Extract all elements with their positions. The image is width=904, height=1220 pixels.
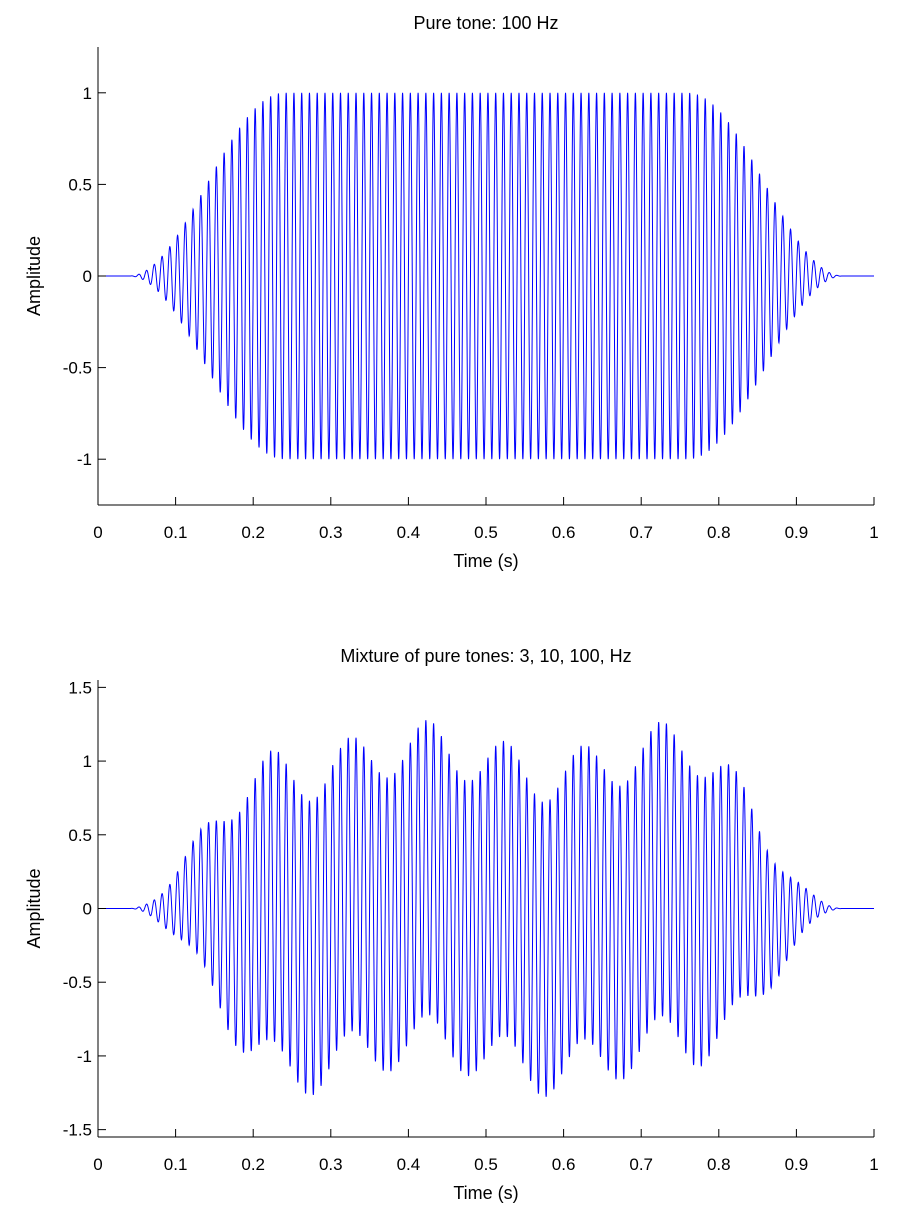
x-tick-label-1-7: 0.7 bbox=[629, 523, 653, 542]
y-axis-label-2: Amplitude bbox=[24, 868, 44, 948]
x-tick-label-2-1: 0.1 bbox=[164, 1155, 188, 1174]
x-tick-label-1-1: 0.1 bbox=[164, 523, 188, 542]
x-tick-label-1-2: 0.2 bbox=[241, 523, 265, 542]
x-tick-label-2-8: 0.8 bbox=[707, 1155, 731, 1174]
x-tick-label-1-3: 0.3 bbox=[319, 523, 343, 542]
x-tick-label-1-8: 0.8 bbox=[707, 523, 731, 542]
x-tick-label-1-4: 0.4 bbox=[397, 523, 421, 542]
chart-2: 0 0.1 0.2 0.3 0.4 0.5 0.6 0.7 0.8 0.9 1 -1.5 -1 -0.5 0… bbox=[24, 646, 879, 1203]
chart-title-1: Pure tone: 100 Hz bbox=[413, 13, 558, 33]
chart-title-2: Mixture of pure tones: 3, 10, 100, Hz bbox=[340, 646, 631, 666]
y-tick-label-2-3: 0 bbox=[83, 900, 92, 919]
x-tick-label-1-5: 0.5 bbox=[474, 523, 498, 542]
y-axis-label-1: Amplitude bbox=[24, 236, 44, 316]
x-tick-label-2-7: 0.7 bbox=[629, 1155, 653, 1174]
y-tick-label-1-2: 0 bbox=[83, 267, 92, 286]
x-tick-label-2-3: 0.3 bbox=[319, 1155, 343, 1174]
chart-1: 0 0.1 0.2 0.3 0.4 0.5 0.6 0.7 0.8 0.9 1 -1 -0.5 0 0.5 1… bbox=[24, 13, 879, 571]
x-tick-label-2-5: 0.5 bbox=[474, 1155, 498, 1174]
y-tick-label-2-0: -1.5 bbox=[63, 1121, 92, 1140]
series-line-1-1 bbox=[98, 92, 874, 460]
y-tick-label-1-4: 1 bbox=[83, 84, 92, 103]
y-tick-label-2-4: 0.5 bbox=[68, 826, 92, 845]
y-tick-label-2-1: -1 bbox=[77, 1047, 92, 1066]
x-axis-label-2: Time (s) bbox=[453, 1183, 518, 1203]
y-tick-label-1-0: -1 bbox=[77, 450, 92, 469]
x-tick-label-2-10: 1 bbox=[869, 1155, 878, 1174]
x-tick-label-1-0: 0 bbox=[93, 523, 102, 542]
x-tick-label-2-9: 0.9 bbox=[785, 1155, 809, 1174]
series-line-2-1 bbox=[98, 720, 874, 1097]
y-tick-label-2-2: -0.5 bbox=[63, 973, 92, 992]
x-tick-label-2-6: 0.6 bbox=[552, 1155, 576, 1174]
x-tick-label-2-0: 0 bbox=[93, 1155, 102, 1174]
x-tick-label-2-2: 0.2 bbox=[241, 1155, 265, 1174]
x-tick-label-2-4: 0.4 bbox=[397, 1155, 421, 1174]
x-tick-label-1-6: 0.6 bbox=[552, 523, 576, 542]
x-tick-label-1-9: 0.9 bbox=[785, 523, 809, 542]
x-tick-label-1-10: 1 bbox=[869, 523, 878, 542]
y-tick-label-2-5: 1 bbox=[83, 752, 92, 771]
x-axis-label-1: Time (s) bbox=[453, 551, 518, 571]
y-tick-label-1-1: -0.5 bbox=[63, 359, 92, 378]
y-tick-label-2-6: 1.5 bbox=[68, 678, 92, 697]
y-tick-label-1-3: 0.5 bbox=[68, 175, 92, 194]
